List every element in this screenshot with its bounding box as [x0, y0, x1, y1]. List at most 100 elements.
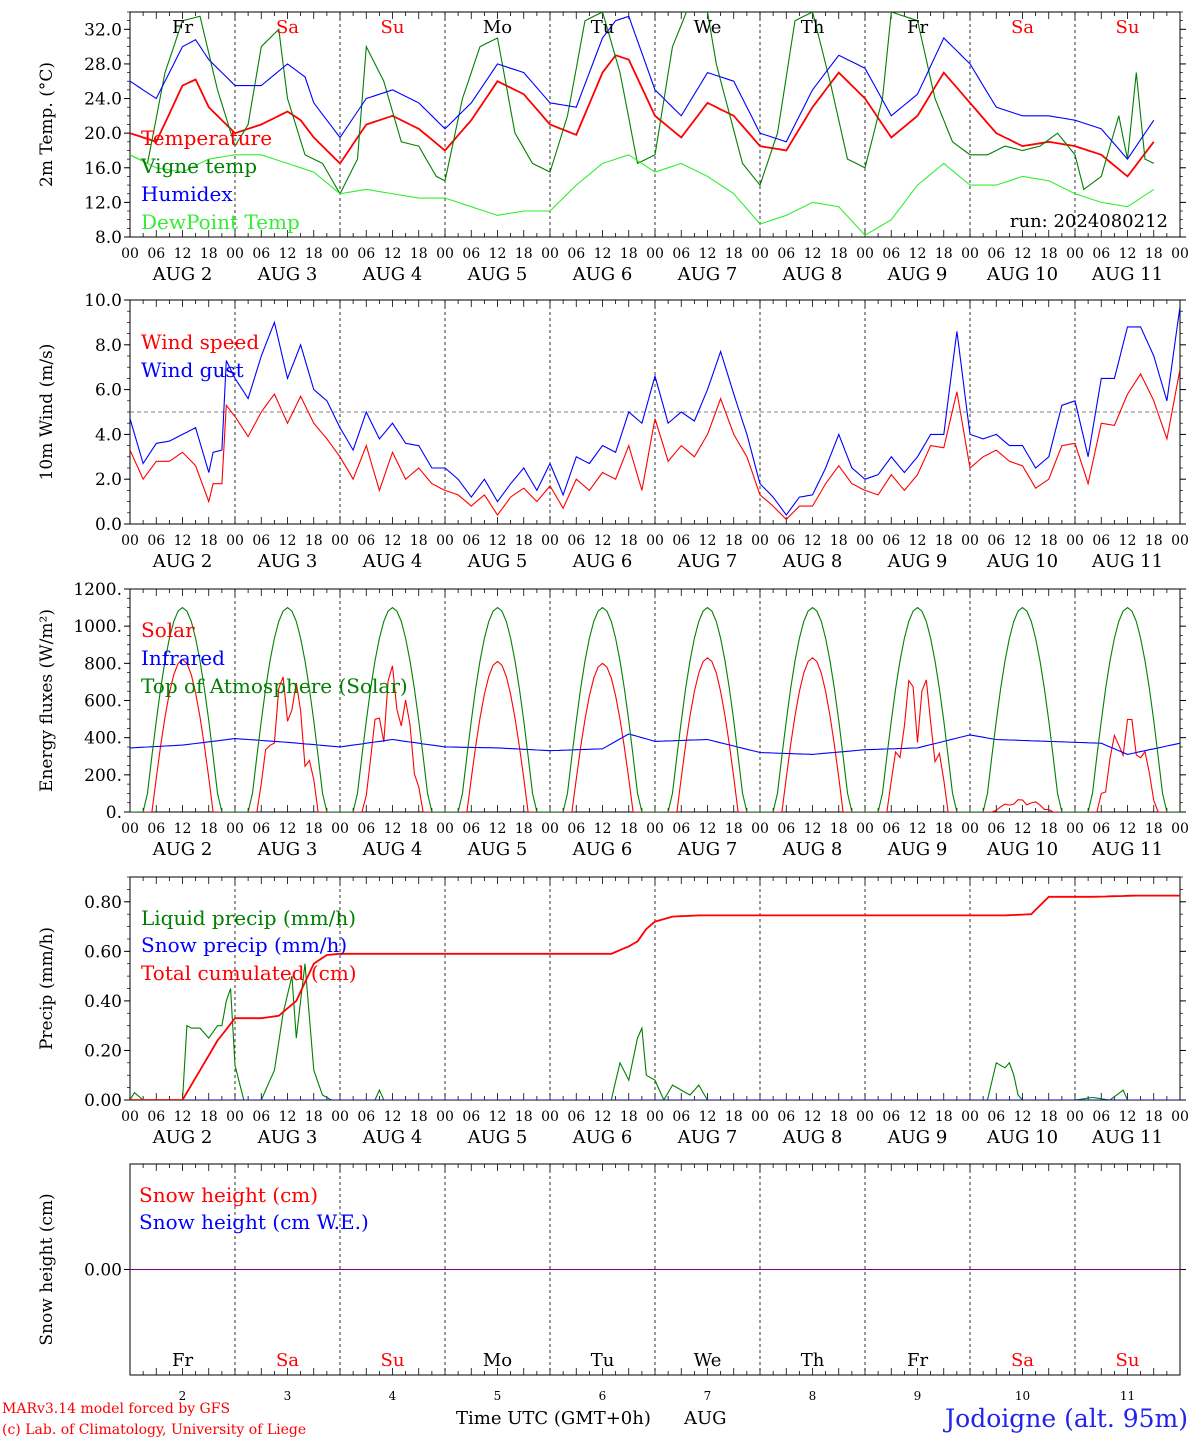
- y-tick-label: 6.0: [95, 381, 122, 401]
- y-tick-label: 32.0: [84, 20, 122, 40]
- y-tick-label: 0.20: [84, 1041, 122, 1061]
- x-tick-label: 12: [384, 1109, 402, 1125]
- x-tick-label: 18: [1145, 533, 1163, 549]
- x-tick-label: 06: [882, 533, 900, 549]
- y-tick-label: 800.: [84, 654, 122, 674]
- x-tick-label: 12: [594, 1109, 612, 1125]
- x-tick-label: 06: [1092, 1109, 1110, 1125]
- series-line-energy-1: [130, 733, 1180, 755]
- y-tick-label: 10.0: [84, 291, 122, 311]
- x-tick-label: 00: [961, 533, 979, 549]
- x-tick-label: 12: [804, 821, 822, 837]
- x-tick-label: 00: [121, 1109, 139, 1125]
- x-tick-label: 00: [436, 533, 454, 549]
- x-tick-label: 18: [305, 821, 323, 837]
- x-tick-label: 00: [1066, 533, 1084, 549]
- x-tick-label: 12: [174, 821, 192, 837]
- x-tick-label: 18: [515, 533, 533, 549]
- date-label: AUG 10: [986, 264, 1058, 285]
- x-tick-label: 18: [1040, 533, 1058, 549]
- x-tick-label: 12: [804, 246, 822, 262]
- date-label: AUG 11: [1091, 551, 1163, 572]
- weekday-label: We: [694, 1350, 722, 1371]
- series-line-temp-1: [130, 12, 1155, 195]
- x-tick-label: 00: [331, 533, 349, 549]
- series-line-precip-2: [130, 894, 1180, 1100]
- x-tick-label: 18: [305, 1109, 323, 1125]
- x-tick-label: 00: [226, 533, 244, 549]
- series-line-temp-2: [130, 15, 1155, 160]
- model-credit-line2: (c) Lab. of Climatology, University of L…: [2, 1422, 306, 1438]
- x-tick-label: 12: [909, 821, 927, 837]
- x-tick-label: 06: [777, 1109, 795, 1125]
- x-tick-label: 12: [699, 246, 717, 262]
- y-tick-label: 1200.: [73, 580, 122, 600]
- x-tick-label: 18: [620, 533, 638, 549]
- plot-area: [130, 306, 1180, 521]
- x-tick-label: 00: [751, 821, 769, 837]
- x-tick-label: 00: [646, 246, 664, 262]
- x-tick-label: 06: [987, 246, 1005, 262]
- x-tick-label: 18: [1145, 246, 1163, 262]
- x-tick-label: 06: [462, 1109, 480, 1125]
- y-tick-label: 2.0: [95, 470, 122, 490]
- x-tick-label: 06: [357, 533, 375, 549]
- day-number: 4: [389, 1389, 397, 1403]
- y-tick-label: 0.80: [84, 893, 122, 913]
- plot-area: [130, 606, 1180, 812]
- x-tick-label: 18: [515, 1109, 533, 1125]
- x-tick-label: 12: [1014, 533, 1032, 549]
- x-tick-label: 06: [777, 533, 795, 549]
- date-label: AUG 10: [986, 551, 1058, 572]
- panel-precip: 0.00 0.20 0.40 0.60 0.80 Precip (mm/h) 00 06 12 1…: [37, 876, 1189, 1148]
- y-tick-label: 1000.: [73, 617, 122, 637]
- x-tick-label: 18: [725, 533, 743, 549]
- date-label: AUG 2: [152, 264, 213, 285]
- x-tick-label: 06: [567, 246, 585, 262]
- legend-entry: Wind speed: [141, 330, 259, 354]
- x-tick-label: 12: [384, 821, 402, 837]
- x-tick-label: 12: [489, 246, 507, 262]
- legend-entry: Vigne temp: [140, 154, 257, 178]
- weekday-label: Sa: [276, 17, 299, 38]
- x-axis-month: AUG: [683, 1408, 727, 1429]
- x-tick-label: 18: [1040, 246, 1058, 262]
- x-tick-label: 06: [357, 246, 375, 262]
- x-tick-label: 00: [541, 821, 559, 837]
- x-tick-label: 18: [200, 246, 218, 262]
- x-tick-label: 00: [121, 246, 139, 262]
- x-tick-label: 00: [751, 246, 769, 262]
- weekday-label: Sa: [1011, 1350, 1034, 1371]
- legend-entry: Snow precip (mm/h): [141, 933, 347, 957]
- weekday-label: Tu: [591, 17, 615, 38]
- x-tick-label: 06: [777, 246, 795, 262]
- y-tick-label: 4.0: [95, 425, 122, 445]
- x-tick-label: 12: [594, 821, 612, 837]
- model-credit-line1: MARv3.14 model forced by GFS: [2, 1401, 230, 1417]
- run-label: run: 2024080212: [1010, 211, 1168, 232]
- x-tick-label: 12: [804, 1109, 822, 1125]
- x-tick-label: 18: [620, 821, 638, 837]
- plot-frame: [129, 11, 1181, 238]
- date-label: AUG 5: [467, 264, 528, 285]
- x-tick-label: 18: [830, 533, 848, 549]
- date-label: AUG 11: [1091, 839, 1163, 860]
- x-tick-label: 00: [541, 246, 559, 262]
- y-axis-title: 2m Temp. (°C): [37, 62, 57, 187]
- weekday-label: Sa: [276, 1350, 299, 1371]
- legend-entry: Temperature: [141, 126, 272, 150]
- x-tick-label: 12: [384, 533, 402, 549]
- date-label: AUG 10: [986, 839, 1058, 860]
- x-tick-label: 18: [935, 246, 953, 262]
- date-label: AUG 9: [887, 264, 948, 285]
- series-line-energy-2: [130, 606, 1180, 812]
- x-tick-label: 06: [462, 533, 480, 549]
- x-tick-label: 00: [1171, 533, 1189, 549]
- x-tick-label: 00: [436, 1109, 454, 1125]
- weekday-label: Su: [381, 1350, 405, 1371]
- day-number: 9: [914, 1389, 922, 1403]
- y-axis-title: Precip (mm/h): [37, 927, 57, 1050]
- x-tick-label: 06: [147, 1109, 165, 1125]
- x-tick-label: 06: [252, 533, 270, 549]
- date-label: AUG 3: [257, 551, 318, 572]
